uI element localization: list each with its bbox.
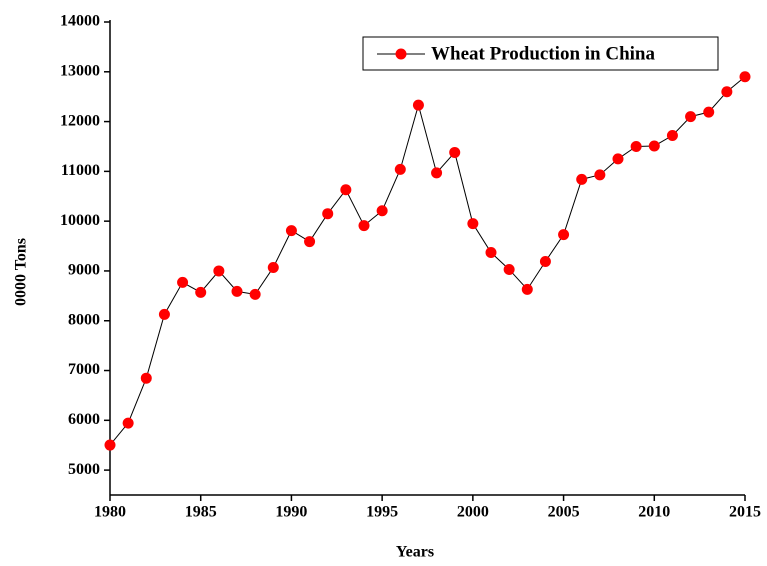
x-tick-label: 2015 [729, 504, 761, 521]
data-point [521, 283, 533, 295]
data-point [449, 146, 461, 158]
x-tick-label: 1990 [275, 504, 307, 521]
y-tick-label: 5000 [68, 461, 100, 478]
data-point [739, 71, 751, 83]
x-axis-label: Years [396, 544, 434, 561]
x-tick-label: 1985 [185, 504, 217, 521]
data-point [213, 265, 225, 277]
data-point [721, 86, 733, 98]
data-point [267, 261, 279, 273]
data-point [703, 106, 715, 118]
y-tick-label: 14000 [60, 13, 100, 30]
data-point [376, 205, 388, 217]
data-point [322, 208, 334, 220]
data-point [140, 372, 152, 384]
x-tick-label: 2005 [548, 504, 580, 521]
data-point [485, 247, 497, 259]
data-point [340, 184, 352, 196]
data-point [539, 255, 551, 267]
data-line [109, 76, 746, 446]
legend-label: Wheat Production in China [431, 43, 655, 64]
data-point [412, 99, 424, 111]
data-point [231, 285, 243, 297]
x-tick-label: 1995 [366, 504, 398, 521]
data-point [666, 130, 678, 142]
legend-marker [395, 48, 407, 60]
y-tick-label: 11000 [61, 162, 100, 179]
y-axis-label: 0000 Tons [13, 238, 30, 306]
x-tick-label: 2000 [457, 504, 489, 521]
data-point [177, 276, 189, 288]
data-point [394, 163, 406, 175]
x-tick-label: 1980 [94, 504, 126, 521]
data-point [630, 140, 642, 152]
data-point [576, 173, 588, 185]
data-point [594, 169, 606, 181]
data-point [285, 225, 297, 237]
y-tick-label: 7000 [68, 361, 100, 378]
data-point [249, 288, 261, 300]
y-tick-label: 6000 [68, 411, 100, 428]
data-point [358, 220, 370, 232]
y-tick-label: 13000 [60, 62, 100, 79]
data-point [503, 263, 515, 275]
data-point [304, 236, 316, 248]
data-point [558, 229, 570, 241]
data-point [467, 218, 479, 230]
x-tick-label: 2010 [638, 504, 670, 521]
y-tick-label: 9000 [68, 262, 100, 279]
y-tick-label: 8000 [68, 311, 100, 328]
data-point [431, 167, 443, 179]
data-point [195, 286, 207, 298]
data-point [648, 140, 660, 152]
data-point [685, 111, 697, 123]
y-tick-label: 12000 [60, 112, 100, 129]
data-point [158, 308, 170, 320]
data-point [122, 417, 134, 429]
data-point [104, 439, 116, 451]
y-tick-label: 10000 [60, 212, 100, 229]
data-point [612, 153, 624, 165]
